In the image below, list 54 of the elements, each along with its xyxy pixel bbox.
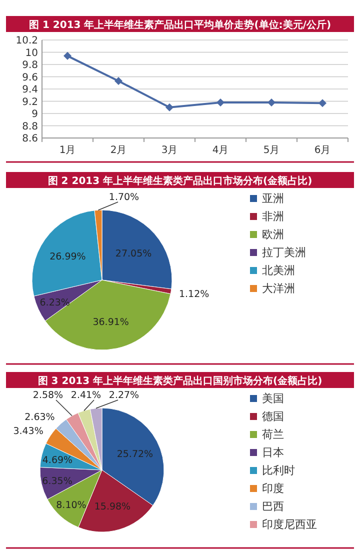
data-label: 8.10% [56, 500, 86, 512]
legend-label: 欧洲 [262, 228, 284, 241]
y-tick-label: 10.2 [16, 36, 38, 46]
point [268, 98, 276, 106]
data-label: 4.69% [42, 454, 73, 466]
legend-label: 非洲 [262, 210, 284, 223]
x-tick-label: 4月 [212, 145, 229, 156]
legend-label: 德国 [262, 410, 284, 423]
legend-label: 拉丁美洲 [262, 246, 306, 259]
legend-label: 巴西 [262, 500, 284, 513]
data-label: 36.91% [92, 317, 129, 328]
legend-label: 美国 [262, 392, 284, 405]
data-label: 6.23% [40, 297, 70, 308]
x-tick-label: 5月 [263, 145, 280, 156]
data-label: 1.12% [178, 289, 210, 300]
legend-label: 印度尼西亚 [262, 518, 317, 531]
y-tick-label: 10 [25, 48, 38, 59]
x-tick-label: 2月 [110, 145, 127, 156]
y-tick-label: 9.2 [22, 96, 38, 108]
data-label: 26.99% [50, 252, 86, 263]
y-tick-label: 8.6 [22, 134, 38, 144]
data-label: 25.72% [116, 448, 154, 460]
data-label: 2.27% [108, 390, 140, 401]
x-tick-label: 1月 [59, 145, 76, 156]
chart-title: 图 2 2013 年上半年维生素类产品出口市场分布(金额占比) [48, 175, 312, 187]
data-label: 27.05% [115, 248, 152, 260]
legend-label: 亚洲 [262, 192, 284, 205]
point [64, 52, 72, 60]
y-tick-label: 9.6 [22, 72, 38, 84]
y-tick-label: 9.8 [22, 60, 38, 71]
legend-label: 北美洲 [262, 264, 295, 277]
data-label: 2.63% [24, 412, 55, 424]
y-tick-label: 8.8 [22, 121, 38, 132]
legend-label: 比利时 [262, 464, 295, 477]
chart-title: 图 3 2013 年上半年维生素类产品出口国别市场分布(金额占比) [38, 375, 322, 387]
legend-label: 大洋洲 [262, 282, 295, 295]
point [216, 98, 224, 106]
data-label: 15.98% [94, 502, 131, 513]
legend-label: 印度 [262, 482, 284, 495]
chart-title: 图 1 2013 年上半年维生素产品出口平均单价走势(单位:美元/公斤) [28, 19, 332, 31]
point [166, 103, 174, 112]
data-label: 6.35% [42, 476, 72, 488]
legend-label: 日本 [262, 446, 284, 459]
data-label: 1.70% [108, 192, 140, 203]
x-tick-label: 3月 [161, 145, 178, 156]
data-label: 3.43% [13, 426, 44, 438]
data-label: 2.58% [32, 390, 64, 401]
point [114, 77, 122, 86]
x-tick-label: 6月 [314, 145, 331, 156]
data-label: 2.41% [70, 390, 102, 401]
point [318, 99, 326, 108]
y-tick-label: 9.4 [22, 84, 38, 96]
y-tick-label: 9 [32, 109, 38, 120]
legend-label: 荷兰 [262, 428, 284, 441]
